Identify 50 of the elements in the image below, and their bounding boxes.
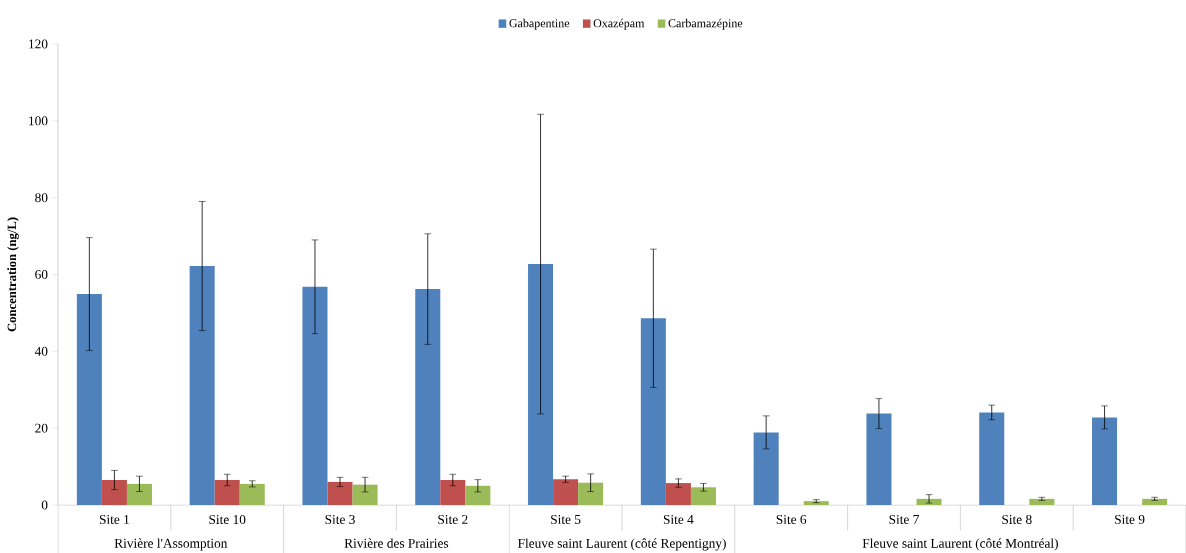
- legend-label: Gabapentine: [509, 18, 570, 30]
- bar: [189, 266, 215, 505]
- bar: [803, 501, 829, 505]
- bar: [1142, 498, 1168, 505]
- bar: [101, 480, 127, 505]
- y-tick-label: 0: [41, 500, 48, 510]
- text: Fleuve saint Laurent (côté Montréal): [862, 538, 1058, 551]
- x-tick-label: Site 4: [663, 515, 694, 524]
- y-tick-label: 80: [35, 193, 48, 203]
- bar: [302, 286, 328, 505]
- bar: [578, 482, 604, 505]
- bar: [979, 412, 1005, 505]
- x-tick-label: Site 3: [325, 515, 355, 524]
- x-tick-label: Site 2: [438, 515, 468, 524]
- y-tick-label: 40: [34, 346, 48, 356]
- bar: [465, 485, 491, 505]
- x-tick-label: Site 6: [776, 515, 807, 524]
- bar: [214, 480, 240, 505]
- bar: [866, 413, 892, 505]
- x-tick-label: Site 5: [551, 515, 581, 524]
- x-tick-label: Site 8: [1002, 515, 1032, 525]
- x-tick-label: Site 9: [1115, 515, 1145, 524]
- bar: [415, 289, 441, 505]
- x-tick-label: Site 1: [99, 515, 129, 524]
- text: Rivière des Prairies: [344, 538, 449, 548]
- bar: [440, 480, 466, 505]
- bar: [553, 479, 579, 505]
- x-tick-label: Site 10: [209, 515, 246, 525]
- bar: [690, 487, 716, 505]
- y-tick-label: 60: [35, 269, 48, 279]
- text: Fleuve saint Laurent (côté Repentigny): [517, 538, 726, 551]
- y-tick-label: 100: [29, 116, 48, 126]
- y-axis-title: Concentration (ng/L): [7, 217, 19, 332]
- legend-label: Carbamazépine: [668, 18, 743, 30]
- y-tick-label: 120: [29, 39, 48, 49]
- bar: [239, 483, 265, 505]
- bar: [1029, 498, 1055, 505]
- bar: [753, 432, 779, 505]
- y-tick-label: 20: [35, 423, 48, 433]
- bar: [126, 483, 152, 505]
- bar: [665, 483, 691, 505]
- text: Rivière l'Assomption: [114, 538, 228, 551]
- bar: [916, 498, 942, 505]
- bar: [327, 481, 353, 505]
- bar: [640, 318, 666, 505]
- bar: [352, 484, 378, 505]
- bar: [1092, 417, 1118, 505]
- bar: [76, 294, 102, 505]
- legend-label: Oxazépam: [593, 18, 645, 30]
- x-tick-label: Site 7: [889, 515, 919, 524]
